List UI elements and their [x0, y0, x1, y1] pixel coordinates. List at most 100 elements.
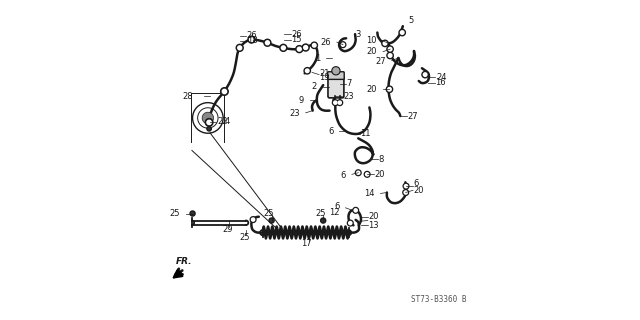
Text: 15: 15 — [291, 35, 302, 44]
Circle shape — [202, 112, 214, 124]
Circle shape — [236, 44, 243, 51]
Circle shape — [333, 101, 337, 104]
Circle shape — [387, 46, 394, 52]
Circle shape — [341, 43, 344, 46]
Circle shape — [404, 185, 408, 188]
Circle shape — [221, 88, 228, 95]
Text: 24: 24 — [436, 73, 447, 82]
Circle shape — [250, 217, 256, 222]
Text: 6: 6 — [334, 202, 340, 211]
Circle shape — [388, 54, 392, 57]
Text: 26: 26 — [291, 30, 302, 39]
Circle shape — [388, 47, 392, 51]
Circle shape — [401, 31, 404, 34]
Circle shape — [353, 207, 358, 213]
Circle shape — [403, 183, 409, 189]
Circle shape — [365, 173, 369, 176]
Text: 22: 22 — [217, 117, 228, 126]
Text: 18: 18 — [246, 36, 257, 45]
Text: 4: 4 — [225, 117, 230, 126]
Text: 17: 17 — [301, 239, 312, 248]
Text: 21: 21 — [319, 69, 330, 78]
Text: 6: 6 — [340, 171, 346, 180]
Circle shape — [222, 89, 227, 94]
Circle shape — [349, 221, 352, 225]
FancyBboxPatch shape — [328, 76, 344, 98]
Text: 8: 8 — [379, 155, 384, 164]
Circle shape — [387, 86, 393, 92]
Circle shape — [424, 73, 427, 76]
Circle shape — [304, 68, 310, 74]
Text: 2: 2 — [312, 82, 317, 91]
Text: 26: 26 — [246, 31, 257, 40]
Text: 29: 29 — [222, 225, 233, 234]
Text: 6: 6 — [328, 127, 333, 136]
Circle shape — [382, 40, 388, 47]
Circle shape — [207, 120, 211, 124]
Text: 6: 6 — [413, 180, 419, 188]
Text: 1: 1 — [315, 53, 320, 62]
Circle shape — [348, 220, 353, 226]
Circle shape — [296, 46, 303, 52]
Text: 20: 20 — [367, 85, 378, 94]
Circle shape — [338, 101, 341, 104]
Text: 26: 26 — [321, 38, 331, 47]
Circle shape — [399, 29, 405, 36]
Text: FR.: FR. — [175, 257, 192, 266]
Circle shape — [321, 218, 326, 223]
Circle shape — [250, 38, 253, 42]
Text: 10: 10 — [366, 36, 377, 45]
Circle shape — [190, 211, 195, 216]
Circle shape — [332, 67, 340, 75]
Text: 20: 20 — [413, 186, 424, 195]
Circle shape — [248, 36, 255, 43]
Circle shape — [383, 42, 387, 45]
Circle shape — [238, 46, 242, 50]
Circle shape — [264, 39, 271, 46]
Circle shape — [364, 172, 370, 177]
Circle shape — [207, 126, 211, 131]
Text: 25: 25 — [239, 233, 250, 242]
Circle shape — [312, 44, 316, 47]
Text: 25: 25 — [264, 209, 275, 218]
Text: 20: 20 — [367, 47, 378, 56]
Text: 20: 20 — [369, 212, 379, 221]
Text: 20: 20 — [374, 170, 385, 179]
Text: 25: 25 — [316, 209, 326, 218]
Circle shape — [266, 41, 269, 45]
Circle shape — [404, 191, 407, 194]
Text: 14: 14 — [364, 189, 375, 198]
Text: 23: 23 — [289, 109, 300, 118]
Circle shape — [422, 71, 428, 78]
Text: 13: 13 — [369, 221, 379, 230]
Text: ST73-B3360 B: ST73-B3360 B — [411, 295, 467, 304]
Text: 27: 27 — [407, 112, 418, 121]
Text: 12: 12 — [329, 208, 340, 217]
Circle shape — [340, 42, 346, 48]
Text: 11: 11 — [360, 129, 371, 138]
Circle shape — [205, 119, 213, 126]
Circle shape — [280, 44, 287, 51]
Circle shape — [305, 69, 309, 73]
Text: 7: 7 — [347, 79, 352, 88]
Circle shape — [355, 170, 361, 176]
Circle shape — [311, 42, 317, 49]
Circle shape — [298, 47, 301, 51]
Circle shape — [206, 119, 212, 125]
FancyBboxPatch shape — [328, 72, 344, 79]
Circle shape — [387, 52, 394, 59]
Circle shape — [356, 171, 360, 174]
Circle shape — [269, 218, 274, 223]
Circle shape — [354, 209, 357, 212]
Circle shape — [282, 46, 285, 50]
Text: 9: 9 — [299, 96, 304, 105]
Text: 28: 28 — [182, 92, 193, 101]
Circle shape — [337, 100, 342, 106]
Circle shape — [302, 44, 309, 51]
Text: 3: 3 — [356, 30, 361, 39]
Text: 25: 25 — [170, 209, 180, 218]
Circle shape — [207, 121, 211, 124]
Text: 5: 5 — [408, 16, 414, 25]
Circle shape — [332, 100, 338, 106]
Circle shape — [304, 46, 308, 50]
